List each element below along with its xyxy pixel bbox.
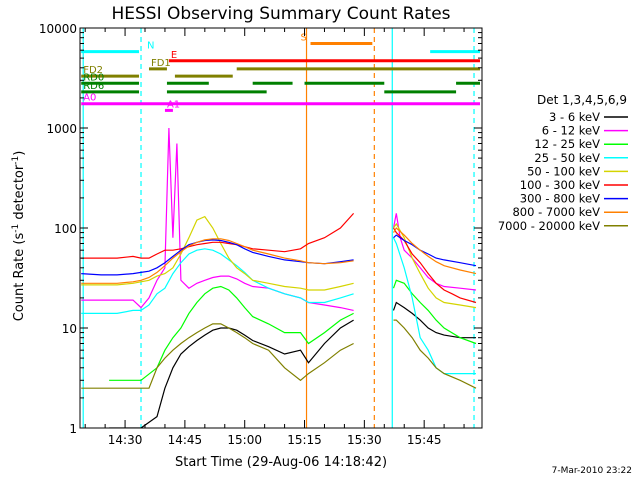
legend-label-300-800-kev: 300 - 800 keV xyxy=(520,192,600,206)
legend-label-800-7000-kev: 800 - 7000 keV xyxy=(512,205,600,219)
series-line-12-25-kev-0 xyxy=(109,285,354,381)
legend-label-100-300-kev: 100 - 300 keV xyxy=(520,178,600,192)
flag-label-n: N xyxy=(147,41,154,52)
x-tick-label-14-30: 14:30 xyxy=(108,433,143,447)
y-tick-label-10000: 10000 xyxy=(39,22,77,36)
plot-frame xyxy=(79,27,483,429)
legend-label-6-12-kev: 6 - 12 keV xyxy=(542,124,600,138)
y-tick-label-1000: 1000 xyxy=(46,122,77,136)
series-line-7000-20000-kev-0 xyxy=(81,323,354,389)
series-line-300-800-kev-1 xyxy=(393,234,477,267)
legend-label-3-6-kev: 3 - 6 keV xyxy=(549,110,600,124)
series-line-800-7000-kev-1 xyxy=(392,227,477,275)
series-line-7000-20000-kev-1 xyxy=(393,319,477,389)
x-axis-label: Start Time (29-Aug-06 14:18:42) xyxy=(175,455,387,470)
legend-label-7000-20000-kev: 7000 - 20000 keV xyxy=(498,219,600,233)
series-line-3-6-kev-1 xyxy=(392,301,476,339)
x-tick-label-15-45: 15:45 xyxy=(407,433,442,447)
y-axis-label-mid: detector xyxy=(12,164,27,224)
axes: 14:30 14:45 15:00 15:15 15:30 15:45 1 10 100 1000… xyxy=(39,22,482,447)
flag-label-s: S xyxy=(301,32,307,43)
series-line-25-50-kev-1 xyxy=(392,237,476,375)
series-line-25-50-kev-0 xyxy=(81,248,354,314)
timestamp: 7-Mar-2010 23:22 xyxy=(552,466,632,476)
series-line-3-6-kev-0 xyxy=(109,319,354,428)
flag-label-rd0: RD0 xyxy=(83,72,104,83)
x-tick-label-15-00: 15:00 xyxy=(227,433,262,447)
series-line-12-25-kev-1 xyxy=(392,279,477,345)
vertical-markers xyxy=(82,28,475,428)
series-lines xyxy=(81,127,477,428)
series-line-800-7000-kev-0 xyxy=(81,238,354,284)
y-axis-label-sup2: -1 xyxy=(11,156,21,165)
flag-label-rd6: RD6 xyxy=(83,81,104,92)
legend-label-25-50-kev: 25 - 50 keV xyxy=(534,151,600,165)
x-tick-label-15-30: 15:30 xyxy=(347,433,382,447)
x-tick-label-15-15: 15:15 xyxy=(287,433,322,447)
flag-label-a0: A0 xyxy=(83,93,96,104)
x-tick-label-14-45: 14:45 xyxy=(168,433,203,447)
legend-title: Det 1,3,4,5,6,9 xyxy=(537,93,627,107)
legend-label-50-100-kev: 50 - 100 keV xyxy=(527,164,600,178)
series-line-100-300-kev-0 xyxy=(81,212,355,259)
flag-label-fd1: FD1 xyxy=(151,58,171,69)
flag-label-a1: A1 xyxy=(167,99,180,110)
y-axis-label-sup1: -1 xyxy=(11,224,21,233)
flag-label-fd2: FD2 xyxy=(83,65,103,76)
y-axis-label-main: Count Rate (s xyxy=(12,233,27,322)
y-tick-label-10: 10 xyxy=(62,322,77,336)
series-line-300-800-kev-0 xyxy=(81,239,354,276)
y-tick-label-100: 100 xyxy=(54,222,77,236)
flag-label-e: E xyxy=(171,50,177,61)
chart-title: HESSI Observing Summary Count Rates xyxy=(111,4,450,24)
legend-label-12-25-kev: 12 - 25 keV xyxy=(534,137,600,151)
series-line-6-12-kev-1 xyxy=(392,213,477,291)
series-line-100-300-kev-1 xyxy=(392,227,477,304)
y-axis-label: Count Rate (s-1 detector-1) xyxy=(11,151,27,322)
series-line-50-100-kev-0 xyxy=(81,215,354,291)
y-axis-label-end: ) xyxy=(12,151,27,156)
y-tick-label-1: 1 xyxy=(69,422,77,436)
